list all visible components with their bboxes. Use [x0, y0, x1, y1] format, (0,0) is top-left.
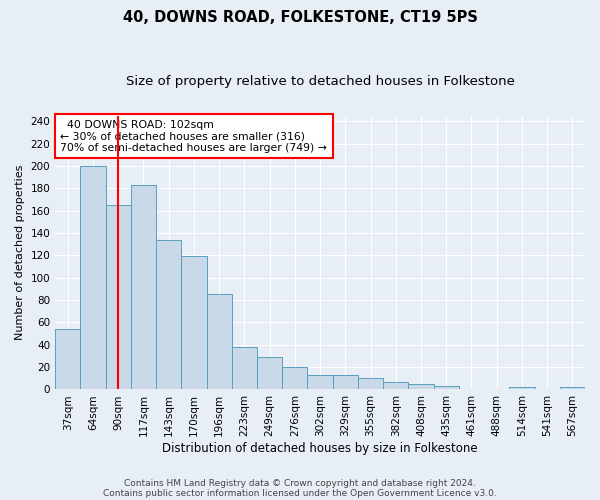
Bar	[156, 240, 181, 390]
X-axis label: Distribution of detached houses by size in Folkestone: Distribution of detached houses by size …	[162, 442, 478, 455]
Bar	[560, 387, 585, 390]
Bar	[206, 294, 232, 390]
Text: 40 DOWNS ROAD: 102sqm
← 30% of detached houses are smaller (316)
70% of semi-det: 40 DOWNS ROAD: 102sqm ← 30% of detached …	[61, 120, 328, 153]
Bar	[257, 357, 282, 390]
Bar	[509, 387, 535, 390]
Bar	[131, 185, 156, 390]
Bar	[55, 329, 80, 390]
Text: Contains HM Land Registry data © Crown copyright and database right 2024.: Contains HM Land Registry data © Crown c…	[124, 478, 476, 488]
Title: Size of property relative to detached houses in Folkestone: Size of property relative to detached ho…	[125, 75, 515, 88]
Bar	[358, 378, 383, 390]
Bar	[181, 256, 206, 390]
Bar	[307, 375, 332, 390]
Y-axis label: Number of detached properties: Number of detached properties	[15, 165, 25, 340]
Bar	[232, 347, 257, 390]
Bar	[80, 166, 106, 390]
Bar	[383, 382, 409, 390]
Bar	[434, 386, 459, 390]
Bar	[282, 367, 307, 390]
Bar	[106, 205, 131, 390]
Text: 40, DOWNS ROAD, FOLKESTONE, CT19 5PS: 40, DOWNS ROAD, FOLKESTONE, CT19 5PS	[122, 10, 478, 25]
Text: Contains public sector information licensed under the Open Government Licence v3: Contains public sector information licen…	[103, 488, 497, 498]
Bar	[409, 384, 434, 390]
Bar	[332, 375, 358, 390]
